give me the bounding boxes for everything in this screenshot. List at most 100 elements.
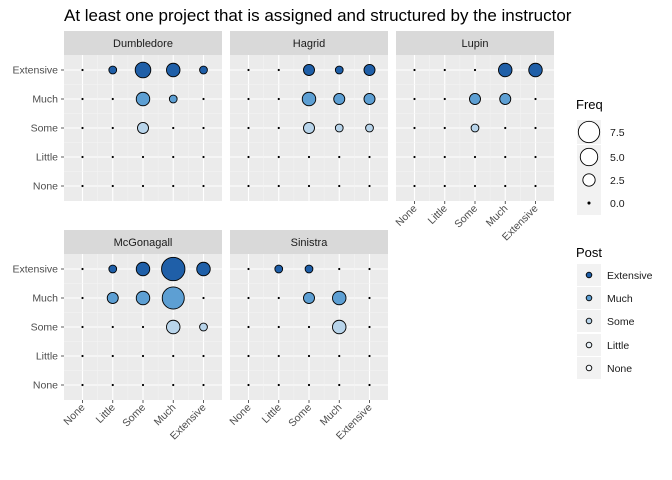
zero-point (81, 267, 84, 271)
data-point (528, 62, 543, 78)
zero-point (534, 184, 537, 188)
data-point (499, 93, 512, 105)
data-point (363, 93, 376, 105)
zero-point (534, 97, 537, 101)
zero-point (247, 354, 250, 358)
y-tick-label: Extensive (12, 264, 58, 276)
zero-point (141, 354, 145, 358)
y-tick-label: Much (32, 94, 58, 106)
zero-point (202, 354, 205, 358)
zero-point (277, 296, 280, 300)
y-tick-label: Some (31, 322, 59, 334)
legend-post-label: Much (607, 293, 633, 305)
data-point (161, 256, 186, 282)
data-point (365, 123, 374, 133)
zero-point (277, 383, 280, 387)
data-point (108, 65, 118, 75)
zero-point (534, 126, 537, 130)
data-point (199, 322, 208, 332)
x-tick-label: Much (318, 402, 345, 429)
data-point (334, 123, 344, 133)
zero-point (443, 126, 446, 130)
legend-color-point (585, 341, 593, 349)
data-point (334, 65, 344, 75)
zero-point (141, 155, 145, 159)
zero-point (413, 155, 416, 159)
zero-point (338, 267, 341, 271)
facet-strip (396, 31, 554, 55)
zero-point (277, 68, 280, 72)
zero-point (81, 97, 84, 101)
legend-post: Post Extensive Much Some Little None (576, 245, 653, 379)
zero-point (81, 184, 84, 188)
zero-point (202, 155, 205, 159)
x-tick-label: Some (452, 203, 480, 231)
zero-point (443, 68, 446, 72)
legend-freq-label: 0.0 (610, 198, 625, 210)
zero-point (413, 184, 416, 188)
zero-point (413, 126, 416, 130)
zero-point (277, 126, 280, 130)
zero-point (504, 126, 507, 130)
zero-point (81, 325, 84, 329)
x-tick-label: Little (94, 402, 118, 426)
zero-point (413, 97, 416, 101)
zero-point (368, 267, 371, 271)
zero-point (81, 296, 84, 300)
zero-point (473, 184, 477, 188)
zero-point (172, 383, 175, 387)
zero-point (202, 126, 205, 130)
data-point (135, 290, 151, 306)
zero-point (202, 97, 205, 101)
zero-point (443, 155, 446, 159)
zero-point (111, 383, 114, 387)
facet-strip-label: Sinistra (291, 237, 329, 249)
legend-post-label: None (607, 363, 632, 375)
zero-point (81, 383, 84, 387)
data-point (304, 264, 314, 274)
data-point (498, 62, 513, 78)
zero-point (202, 296, 205, 300)
zero-point (247, 68, 250, 72)
data-point (108, 264, 118, 274)
data-point (199, 65, 208, 75)
legend-size-point (577, 120, 601, 144)
zero-point (81, 68, 84, 72)
zero-point (172, 354, 175, 358)
data-point (196, 261, 211, 277)
zero-point (247, 126, 250, 130)
data-point (161, 286, 185, 310)
legend-post-label: Little (607, 340, 629, 352)
zero-point (277, 184, 280, 188)
legend-color-point (585, 294, 593, 302)
y-tick-label: None (33, 181, 58, 193)
data-point (332, 319, 347, 335)
zero-point (368, 155, 371, 159)
zero-point (111, 354, 114, 358)
legend-size-point (579, 147, 599, 167)
legend-freq-label: 7.5 (610, 127, 625, 139)
x-tick-label: Some (120, 402, 148, 430)
y-tick-label: Little (36, 152, 58, 164)
data-point (134, 61, 152, 79)
zero-point (368, 354, 371, 358)
legend-size-point (587, 201, 591, 205)
legend-post-title: Post (576, 245, 602, 260)
zero-point (338, 155, 341, 159)
legend-freq: Freq 7.5 5.0 2.5 0.0 (576, 97, 625, 215)
facet-panel-mcgonagall: McGonagallNoneLittleSomeMuchExtensiveNon… (12, 230, 222, 442)
zero-point (111, 97, 114, 101)
data-point (333, 93, 346, 105)
y-tick-label: None (33, 380, 58, 392)
zero-point (368, 325, 371, 329)
zero-point (473, 68, 477, 72)
data-point (332, 290, 347, 306)
zero-point (277, 354, 280, 358)
zero-point (141, 325, 145, 329)
data-point (106, 292, 119, 304)
data-point (274, 264, 284, 274)
facet-panel-hagrid: Hagrid (230, 31, 388, 201)
data-point (303, 292, 315, 304)
zero-point (534, 155, 537, 159)
